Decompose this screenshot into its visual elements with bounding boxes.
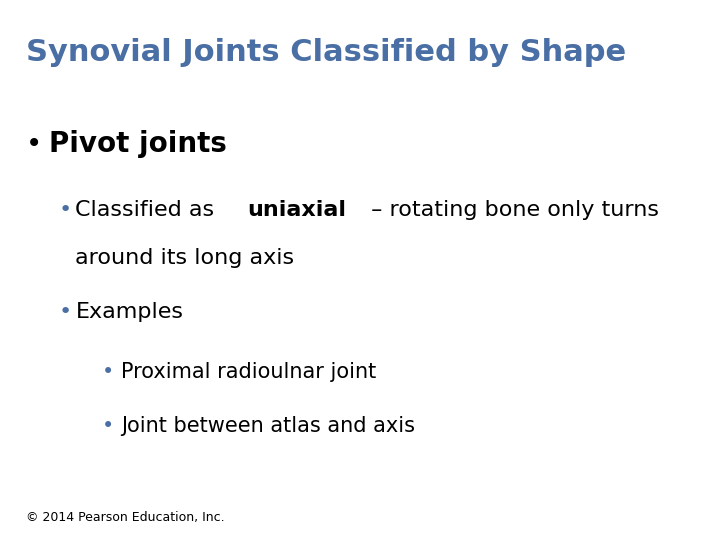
- Text: •: •: [102, 416, 114, 436]
- Text: Examples: Examples: [76, 302, 184, 322]
- Text: •: •: [59, 302, 72, 322]
- Text: Pivot joints: Pivot joints: [49, 130, 227, 158]
- Text: – rotating bone only turns: – rotating bone only turns: [364, 200, 659, 220]
- Text: Synovial Joints Classified by Shape: Synovial Joints Classified by Shape: [26, 38, 626, 67]
- Text: Proximal radioulnar joint: Proximal radioulnar joint: [121, 362, 377, 382]
- Text: Classified as: Classified as: [76, 200, 222, 220]
- Text: around its long axis: around its long axis: [76, 248, 294, 268]
- Text: •: •: [26, 130, 42, 158]
- Text: uniaxial: uniaxial: [247, 200, 346, 220]
- Text: Joint between atlas and axis: Joint between atlas and axis: [121, 416, 415, 436]
- Text: •: •: [102, 362, 114, 382]
- Text: © 2014 Pearson Education, Inc.: © 2014 Pearson Education, Inc.: [26, 511, 225, 524]
- Text: •: •: [59, 200, 72, 220]
